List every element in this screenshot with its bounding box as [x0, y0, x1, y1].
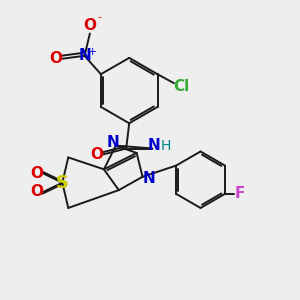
Text: F: F [235, 186, 245, 201]
Text: N: N [78, 48, 91, 63]
Text: O: O [91, 147, 103, 162]
Text: N: N [106, 135, 119, 150]
Text: N: N [148, 138, 160, 153]
Text: O: O [30, 166, 43, 181]
Text: -: - [98, 12, 101, 22]
Text: S: S [56, 174, 69, 192]
Text: N: N [142, 171, 155, 186]
Text: O: O [83, 18, 96, 33]
Text: Cl: Cl [173, 79, 189, 94]
Text: +: + [88, 47, 98, 57]
Text: O: O [30, 184, 43, 199]
Text: O: O [49, 51, 62, 66]
Text: H: H [160, 139, 171, 152]
